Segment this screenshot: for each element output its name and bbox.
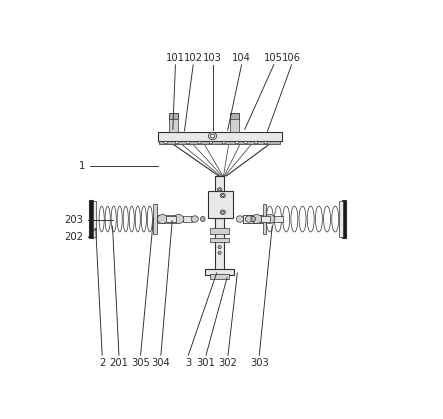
Ellipse shape <box>174 215 184 223</box>
Bar <box>339 201 342 237</box>
Ellipse shape <box>210 134 214 138</box>
Text: 1: 1 <box>79 161 85 171</box>
Bar <box>215 176 225 218</box>
Bar <box>153 204 157 233</box>
Ellipse shape <box>222 141 225 144</box>
Ellipse shape <box>201 217 205 222</box>
Ellipse shape <box>208 132 217 140</box>
Bar <box>167 217 176 222</box>
Bar <box>273 217 283 222</box>
Ellipse shape <box>157 215 167 223</box>
Text: 303: 303 <box>250 358 268 368</box>
Ellipse shape <box>198 141 201 144</box>
Bar <box>263 204 266 233</box>
Text: 101: 101 <box>166 53 185 63</box>
Text: 301: 301 <box>197 358 215 368</box>
Text: 302: 302 <box>218 358 237 368</box>
Ellipse shape <box>252 215 262 223</box>
Ellipse shape <box>254 141 258 144</box>
Ellipse shape <box>245 216 253 222</box>
Bar <box>242 215 262 223</box>
Bar <box>230 113 239 132</box>
Text: 103: 103 <box>203 53 222 63</box>
Ellipse shape <box>164 141 167 144</box>
Bar <box>210 228 229 233</box>
Bar <box>169 113 178 119</box>
Bar <box>183 217 192 222</box>
Text: 304: 304 <box>152 358 170 368</box>
Text: 3: 3 <box>185 358 191 368</box>
Bar <box>158 132 282 141</box>
Bar <box>210 238 229 242</box>
Text: 105: 105 <box>264 53 284 63</box>
Ellipse shape <box>175 141 179 144</box>
Ellipse shape <box>218 189 221 191</box>
Ellipse shape <box>251 217 256 222</box>
Text: 106: 106 <box>282 53 301 63</box>
Bar <box>206 269 234 275</box>
Bar <box>169 113 178 132</box>
Ellipse shape <box>222 211 224 213</box>
Bar <box>210 274 229 279</box>
Ellipse shape <box>209 141 213 144</box>
Bar <box>342 200 346 238</box>
Text: 201: 201 <box>109 358 128 368</box>
Text: 305: 305 <box>131 358 150 368</box>
Bar <box>230 113 239 119</box>
Ellipse shape <box>244 141 247 144</box>
Ellipse shape <box>222 194 224 197</box>
Bar <box>89 200 93 238</box>
Ellipse shape <box>220 193 225 198</box>
Ellipse shape <box>237 216 244 222</box>
Bar <box>242 215 262 223</box>
Ellipse shape <box>218 251 221 254</box>
Bar <box>208 191 233 218</box>
Ellipse shape <box>218 188 222 191</box>
Bar <box>93 201 97 237</box>
Ellipse shape <box>264 215 275 223</box>
Text: 104: 104 <box>232 53 251 63</box>
Ellipse shape <box>187 141 190 144</box>
Text: 102: 102 <box>184 53 202 63</box>
Ellipse shape <box>220 210 225 215</box>
Bar <box>215 218 225 270</box>
Text: 203: 203 <box>65 215 83 225</box>
Text: 202: 202 <box>65 233 83 243</box>
Bar <box>260 217 270 222</box>
Bar <box>159 141 280 145</box>
Bar <box>157 215 176 223</box>
Text: 2: 2 <box>99 358 105 368</box>
Ellipse shape <box>218 246 221 248</box>
Ellipse shape <box>264 141 268 144</box>
Ellipse shape <box>191 216 198 222</box>
Ellipse shape <box>235 141 238 144</box>
